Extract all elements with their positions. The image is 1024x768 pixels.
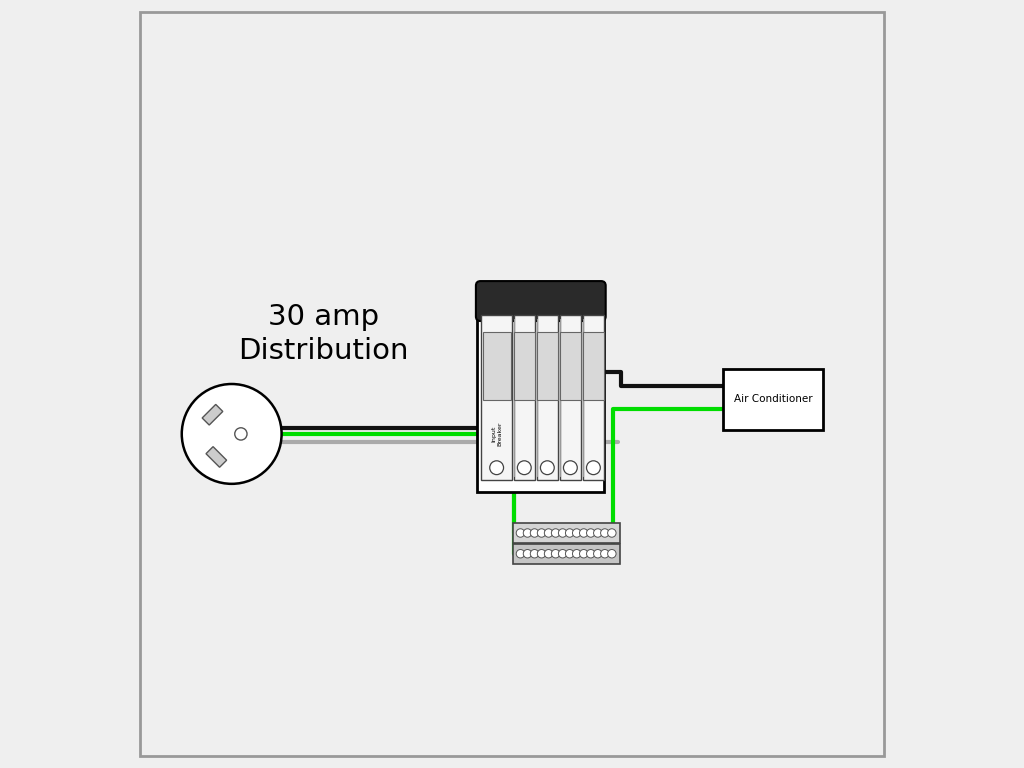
Circle shape [587, 529, 595, 538]
FancyBboxPatch shape [477, 284, 604, 492]
Circle shape [517, 461, 531, 475]
Text: 30 amp
Distribution: 30 amp Distribution [239, 303, 410, 366]
Circle shape [587, 461, 600, 475]
FancyBboxPatch shape [537, 333, 558, 399]
Circle shape [489, 461, 504, 475]
FancyBboxPatch shape [560, 333, 581, 399]
Circle shape [530, 529, 539, 538]
Circle shape [580, 529, 588, 538]
FancyBboxPatch shape [514, 333, 535, 399]
Circle shape [182, 384, 282, 484]
Circle shape [538, 529, 546, 538]
Circle shape [541, 461, 554, 475]
Circle shape [545, 550, 553, 558]
Polygon shape [202, 405, 223, 425]
FancyBboxPatch shape [537, 315, 558, 480]
Circle shape [563, 461, 578, 475]
FancyBboxPatch shape [482, 333, 511, 399]
Circle shape [594, 550, 602, 558]
Circle shape [558, 529, 567, 538]
Circle shape [594, 529, 602, 538]
Circle shape [551, 550, 560, 558]
Circle shape [601, 529, 609, 538]
FancyBboxPatch shape [583, 333, 604, 399]
Circle shape [587, 550, 595, 558]
Circle shape [565, 529, 573, 538]
FancyBboxPatch shape [583, 315, 604, 480]
FancyBboxPatch shape [476, 281, 606, 321]
Circle shape [234, 428, 247, 440]
Circle shape [565, 550, 573, 558]
FancyBboxPatch shape [559, 315, 582, 480]
Polygon shape [206, 447, 226, 467]
Circle shape [572, 550, 581, 558]
Circle shape [523, 529, 531, 538]
Circle shape [580, 550, 588, 558]
Circle shape [601, 550, 609, 558]
FancyBboxPatch shape [513, 544, 620, 564]
FancyBboxPatch shape [481, 315, 512, 480]
FancyBboxPatch shape [513, 523, 620, 543]
FancyBboxPatch shape [514, 315, 535, 480]
Circle shape [607, 550, 616, 558]
Circle shape [516, 550, 524, 558]
Text: Input
Breaker: Input Breaker [492, 422, 502, 446]
Text: Air Conditioner: Air Conditioner [734, 394, 812, 405]
Circle shape [607, 529, 616, 538]
FancyBboxPatch shape [723, 369, 823, 430]
Circle shape [530, 550, 539, 558]
Circle shape [545, 529, 553, 538]
Circle shape [558, 550, 567, 558]
Circle shape [572, 529, 581, 538]
Circle shape [516, 529, 524, 538]
Circle shape [523, 550, 531, 558]
Circle shape [551, 529, 560, 538]
Circle shape [538, 550, 546, 558]
